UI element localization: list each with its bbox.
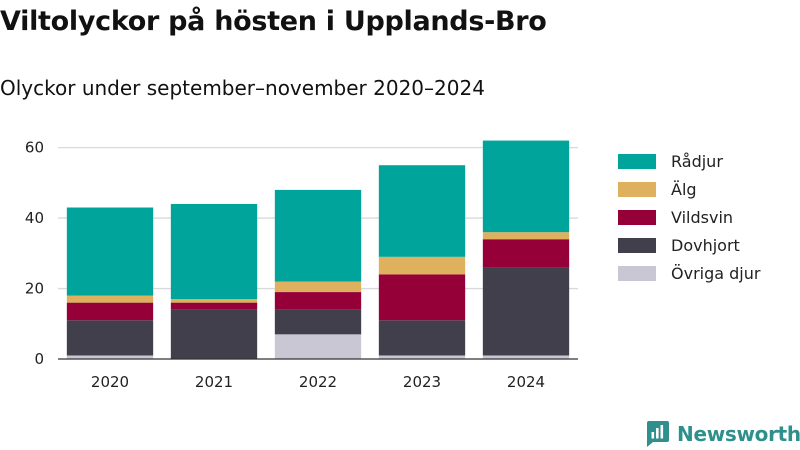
bar-segment [66, 302, 154, 321]
legend-swatch [618, 153, 656, 169]
bar-segment [378, 165, 466, 257]
legend-item: Övriga djur [618, 259, 760, 287]
bar-segment [274, 281, 362, 293]
legend-swatch [618, 209, 656, 225]
y-tick-label: 0 [34, 350, 44, 368]
legend-label: Dovhjort [671, 235, 740, 255]
legend-label: Rådjur [671, 151, 723, 171]
x-tick-label: 2022 [299, 373, 337, 391]
legend-swatch [618, 237, 656, 253]
bar-segment [66, 207, 154, 296]
legend-item: Rådjur [618, 147, 760, 175]
legend-label: Älg [671, 179, 697, 199]
bar-segment [66, 355, 154, 359]
bar-segment [482, 355, 570, 359]
chart-legend: Rådjur Älg Vildsvin Dovhjort Övriga djur [618, 147, 760, 287]
bar-segment [274, 334, 362, 359]
legend-label: Vildsvin [671, 207, 734, 227]
legend-swatch [618, 265, 656, 281]
legend-label: Övriga djur [671, 263, 761, 283]
brand-logo: Newsworthy [644, 420, 800, 448]
x-tick-label: 2023 [403, 373, 441, 391]
bar-segment [482, 267, 570, 356]
bar-segment [170, 299, 258, 303]
bar-segment [274, 309, 362, 335]
y-tick-label: 60 [25, 139, 44, 157]
bar-segment [274, 189, 362, 282]
bar-segment [378, 320, 466, 356]
x-tick-label: 2020 [91, 373, 129, 391]
bar-segment [170, 309, 258, 359]
legend-item: Älg [618, 175, 760, 203]
x-tick-label: 2021 [195, 373, 233, 391]
bar-segment [66, 295, 154, 303]
x-tick-label: 2024 [507, 373, 545, 391]
legend-swatch [618, 181, 656, 197]
bar-segment [170, 302, 258, 310]
bar-segment [274, 292, 362, 310]
bar-segment [378, 274, 466, 321]
legend-item: Vildsvin [618, 203, 760, 231]
bar-segment [378, 256, 466, 275]
bar-segment [482, 239, 570, 268]
bar-segment [482, 232, 570, 240]
y-tick-label: 40 [25, 209, 44, 227]
bar-segment [66, 320, 154, 356]
legend-item: Dovhjort [618, 231, 760, 259]
y-tick-label: 20 [25, 280, 44, 298]
bar-segment [378, 355, 466, 359]
bar-segment [482, 140, 570, 233]
bar-segment [170, 203, 258, 300]
newsworthy-logo-icon [647, 421, 669, 447]
chart-title: Viltolyckor på hösten i Upplands-Bro [0, 6, 547, 37]
brand-name: Newsworthy [677, 422, 800, 446]
chart-subtitle: Olyckor under september–november 2020–20… [0, 76, 485, 100]
